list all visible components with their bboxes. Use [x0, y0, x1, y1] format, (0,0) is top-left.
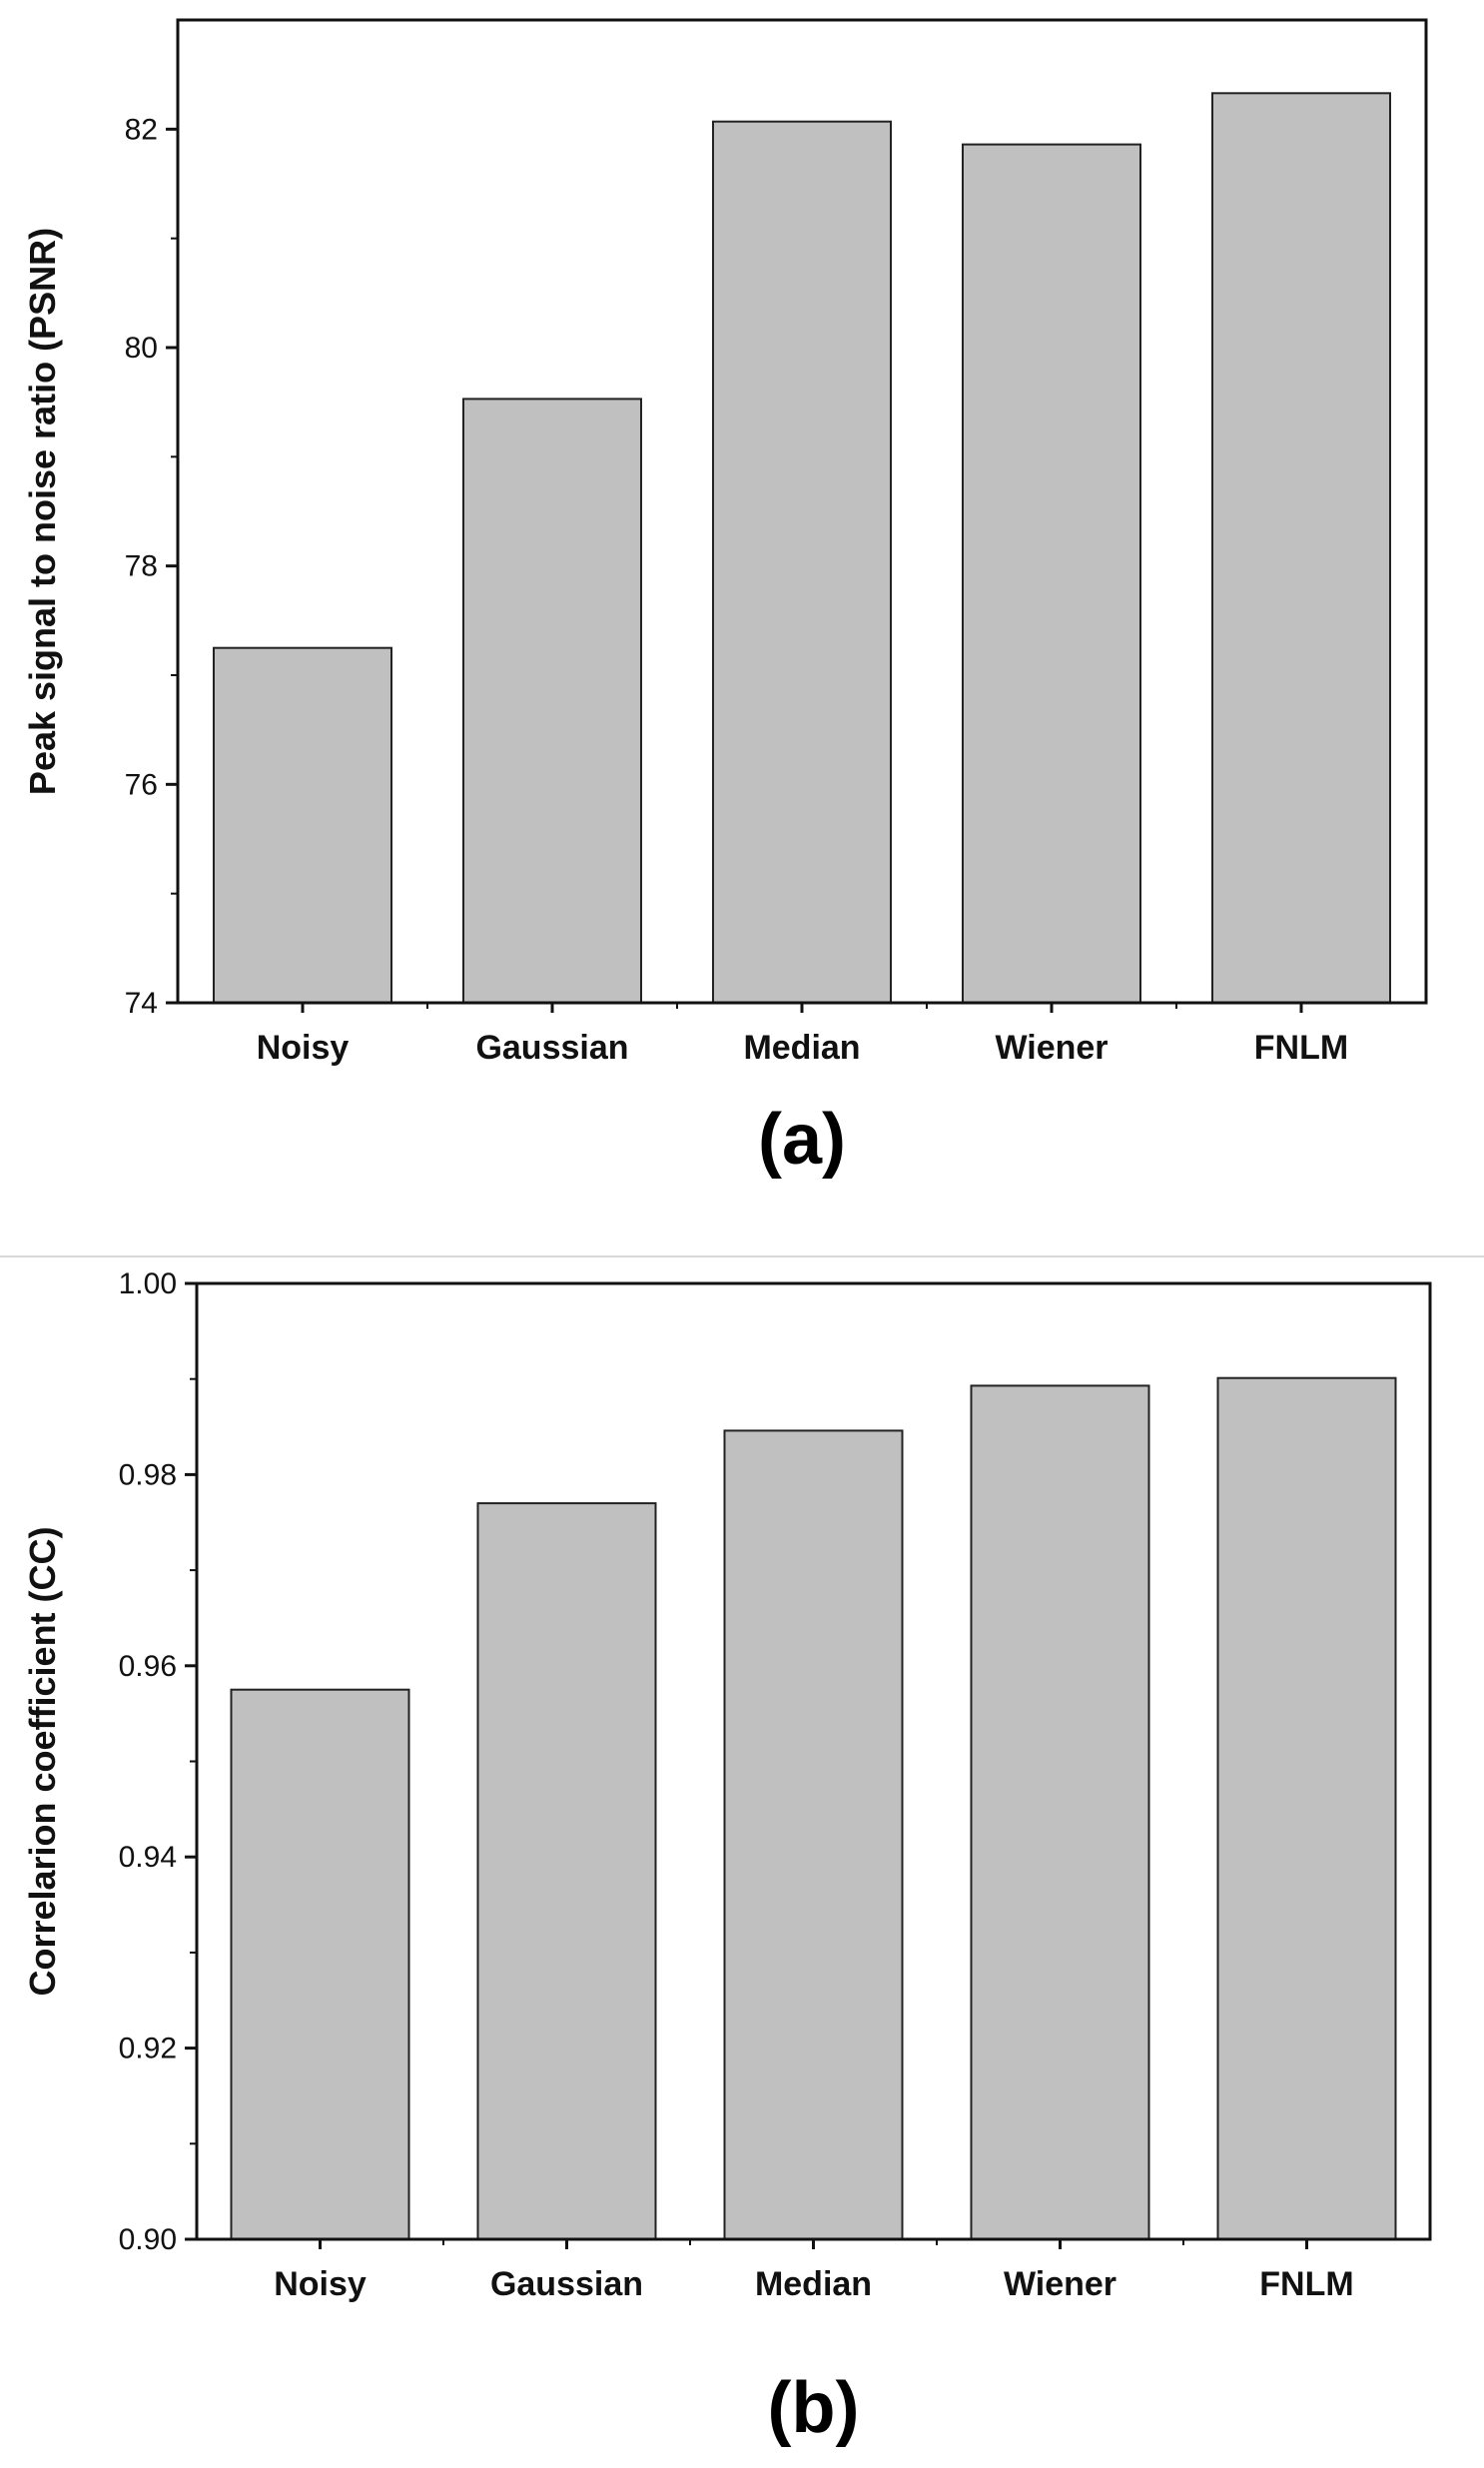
panel-a-ytick-label: 74: [125, 987, 158, 1020]
panel-b-category-label-median: Median: [755, 2265, 872, 2303]
panel-a-bar-median: [712, 120, 892, 1004]
panel-a-category-label-wiener: Wiener: [995, 1029, 1108, 1067]
panel-b-ytick-label: 0.90: [119, 2223, 177, 2256]
panel-b-bar-fnlm: [1216, 1376, 1397, 2240]
panel-b-ytick-label: 1.00: [119, 1267, 177, 1300]
panel-b-ytick-label: 0.92: [119, 2033, 177, 2065]
panel-b-ytick-label: 0.94: [119, 1841, 177, 1874]
panel-a-bar-gaussian: [462, 398, 642, 1004]
panel-b-bar-median: [723, 1429, 904, 2240]
panel-b-ytick-label: 0.96: [119, 1650, 177, 1683]
panel-a-bar-fnlm: [1211, 92, 1391, 1005]
panel-a-ytick-label: 78: [125, 550, 158, 583]
panel-b-y-axis-title: Correlarion coefficient (CC): [22, 1526, 63, 1996]
panel-a-ytick-label: 80: [125, 332, 158, 365]
panel-b-category-label-noisy: Noisy: [274, 2265, 367, 2303]
panel-b-category-label-wiener: Wiener: [1004, 2265, 1116, 2303]
panel-a-category-label-fnlm: FNLM: [1254, 1029, 1348, 1067]
panel-a-y-axis-title: Peak signal to noise ratio (PSNR): [22, 228, 63, 795]
panel-b-bar-wiener: [970, 1384, 1150, 2240]
panel-b-ytick-label: 0.98: [119, 1458, 177, 1491]
panel-b-label: (b): [768, 2368, 860, 2448]
panel-a-ytick-label: 82: [125, 113, 158, 146]
panel-a-bar-noisy: [213, 646, 392, 1004]
panel-a-category-label-median: Median: [743, 1029, 860, 1067]
panel-a-category-label-noisy: Noisy: [257, 1029, 350, 1067]
panel-a-ytick-label: 76: [125, 768, 158, 801]
panel-a-label: (a): [758, 1100, 846, 1180]
panel-a-category-label-gaussian: Gaussian: [475, 1029, 628, 1067]
panel-a-bar-wiener: [962, 143, 1141, 1005]
panel-b-category-label-gaussian: Gaussian: [490, 2265, 643, 2303]
panel-b-bar-gaussian: [476, 1502, 657, 2240]
panel-b-bar-noisy: [230, 1688, 410, 2240]
panel-b-category-label-fnlm: FNLM: [1259, 2265, 1353, 2303]
